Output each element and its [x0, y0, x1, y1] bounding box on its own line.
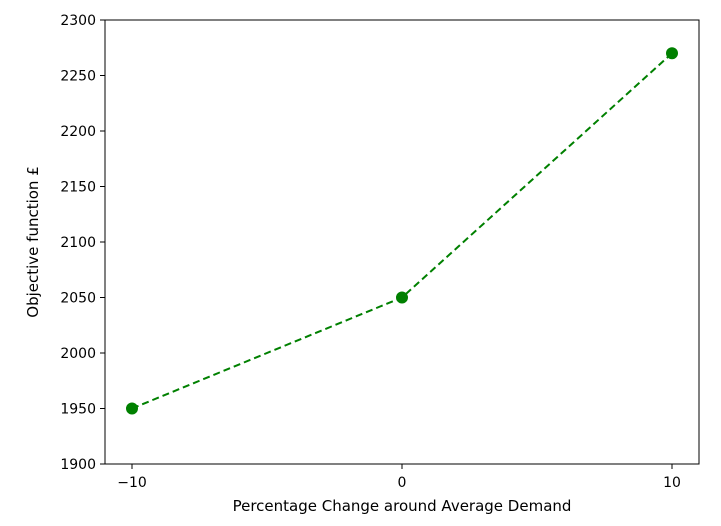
- x-axis: −10 0 10: [117, 464, 681, 491]
- data-point: [126, 402, 138, 415]
- plot-area: [126, 47, 678, 415]
- y-tick-label: 2300: [60, 13, 96, 29]
- y-tick-label: 2100: [60, 235, 96, 251]
- y-tick-label: 1950: [60, 402, 96, 418]
- y-tick-label: 2150: [60, 180, 96, 196]
- y-axis-label: Objective function £: [24, 166, 42, 317]
- plot-frame: [104, 19, 700, 465]
- y-axis: 1900 1950 2000 2050 2100 2150 2200 2250 2300: [60, 13, 105, 473]
- x-tick-label: −10: [117, 475, 147, 491]
- y-tick-label: 2050: [60, 291, 96, 307]
- y-tick-label: 2250: [60, 69, 96, 85]
- x-axis-label: Percentage Change around Average Demand: [233, 497, 572, 515]
- series-line: [131, 52, 673, 410]
- data-point: [666, 47, 678, 60]
- y-tick-label: 1900: [60, 457, 96, 473]
- y-tick-label: 2000: [60, 346, 96, 362]
- x-tick-label: 0: [398, 475, 407, 491]
- x-tick-label: 10: [663, 475, 681, 491]
- data-point: [396, 291, 408, 304]
- y-tick-label: 2200: [60, 124, 96, 140]
